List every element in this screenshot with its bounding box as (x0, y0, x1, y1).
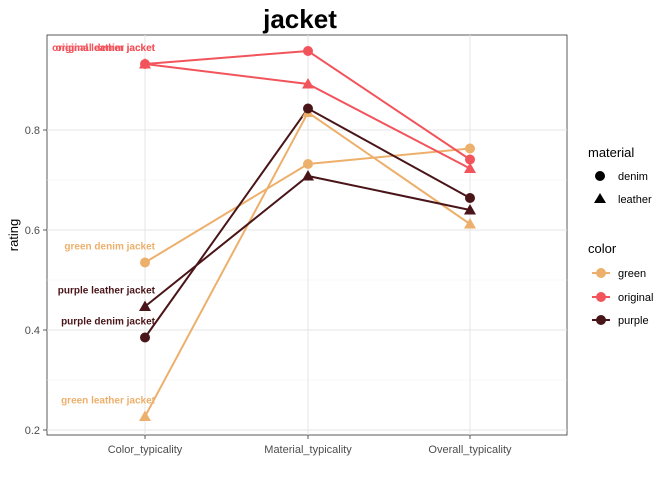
data-point-circle (465, 193, 475, 203)
legend-purple-swatch (596, 315, 606, 325)
point-label: original leather jacket (52, 43, 155, 54)
legend-color: color green original purple (588, 241, 653, 327)
plot-panel (46, 34, 568, 436)
data-point-circle (140, 332, 150, 343)
y-tick-label: 0.4 (25, 325, 40, 337)
grid (47, 35, 567, 435)
y-axis-ticks: 0.2 0.4 0.6 0.8 (25, 125, 47, 437)
data-point-triangle (139, 300, 151, 311)
x-tick-label: Color_typicality (108, 444, 183, 456)
data-point-triangle (464, 204, 476, 215)
point-label: green leather jacket (61, 396, 156, 407)
series-points (139, 46, 476, 421)
point-labels: green denim jacket green leather jacket or… (52, 43, 155, 407)
data-point-circle (465, 143, 475, 154)
data-point-triangle (139, 410, 151, 421)
data-point-circle (303, 46, 313, 56)
legend-color-purple: purple (618, 315, 649, 327)
legend-color-green: green (618, 268, 646, 280)
legend-material-title: material (588, 145, 634, 160)
legend-color-title: color (588, 241, 617, 256)
chart-title: jacket (262, 4, 337, 34)
point-label: green denim jacket (64, 242, 155, 253)
point-label: original denim jacket (56, 43, 156, 54)
legend-circle-icon (595, 171, 605, 181)
legend-triangle-icon (594, 193, 606, 203)
x-tick-label: Overall_typicality (428, 444, 512, 456)
point-label: purple denim jacket (61, 317, 156, 328)
data-point-circle (465, 154, 475, 165)
legend-material-leather: leather (618, 194, 652, 206)
data-point-circle (140, 257, 150, 268)
legend-color-original: original (618, 292, 653, 304)
data-point-circle (303, 103, 313, 114)
legend-original-swatch (596, 292, 606, 302)
data-point-triangle (464, 218, 476, 229)
data-point-triangle (302, 170, 314, 181)
legend-green-swatch (596, 268, 606, 278)
data-point-triangle (302, 78, 314, 89)
legend-material-denim: denim (618, 171, 648, 183)
data-point-triangle (464, 162, 476, 173)
y-tick-label: 0.2 (25, 425, 40, 437)
y-axis-title: rating (6, 219, 21, 252)
x-axis-ticks: Color_typicality Material_typicality Overa… (108, 435, 512, 456)
legend-material: material denim leather (588, 145, 652, 206)
data-point-triangle (139, 58, 151, 69)
y-tick-label: 0.6 (25, 225, 40, 237)
y-tick-label: 0.8 (25, 125, 40, 137)
x-tick-label: Material_typicality (264, 444, 352, 456)
point-label: purple leather jacket (58, 286, 156, 297)
data-point-circle (303, 159, 313, 169)
